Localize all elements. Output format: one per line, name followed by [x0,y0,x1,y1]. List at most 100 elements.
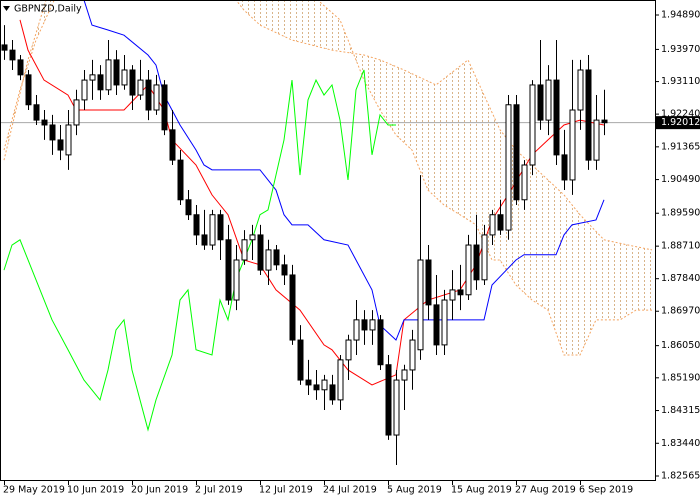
candle-body [561,154,568,181]
candle-body [345,339,352,361]
y-tick-label: 1.86970 [661,306,700,317]
indicator-line [83,1,605,341]
candle-body [217,214,224,241]
candle-body [297,339,304,381]
candle-body [257,234,264,271]
candle-body [233,259,240,301]
candle-body [505,104,512,231]
candle-body [433,304,440,346]
candle-body [305,379,312,386]
x-tick-label: 29 May 2019 [3,485,65,496]
x-tick-label: 2 Jul 2019 [195,485,243,496]
candle-body [449,289,456,301]
candle-body [465,244,472,296]
candle-body [601,119,608,124]
candle-body [553,79,560,156]
candle-body [49,124,56,141]
candle-body [73,99,80,126]
candle-body [153,84,160,111]
y-tick-label: 1.84315 [661,405,700,416]
candle-body [313,384,320,391]
candle-body [1,44,8,51]
y-tick-label: 1.88710 [661,241,700,252]
candle-body [489,214,496,236]
x-tick-label: 6 Sep 2019 [579,485,633,496]
candle-body [441,299,448,346]
candle-body [25,74,32,106]
candle-body [417,259,424,351]
candle-body [41,119,48,126]
indicator-line [19,19,605,386]
candle-body [9,49,16,61]
candle-body [241,239,248,261]
candle-body [529,84,536,166]
price-tag [656,116,700,130]
candle-body [569,109,576,181]
candle-body [289,274,296,341]
y-tick-label: 1.87840 [661,273,700,284]
y-tick-label: 1.93970 [661,44,700,55]
price-tag-label: 1.92012 [661,117,700,128]
candle-body [409,339,416,371]
x-tick-label: 20 Jun 2019 [131,485,188,496]
candle-body [393,379,400,436]
candle-body [169,129,176,161]
candle-body [145,79,152,111]
candle-body [249,234,256,241]
candle-body [457,289,464,296]
y-tick-label: 1.93110 [661,76,700,87]
candle-body [81,79,88,101]
candle-body [385,364,392,436]
candle-body [265,249,272,271]
candle-body [225,239,232,301]
candle-body [113,59,120,86]
y-tick-label: 1.86050 [661,340,700,351]
x-tick-label: 24 Jul 2019 [323,485,377,496]
candle-body [57,139,64,151]
candle-body [593,119,600,161]
candle-body [281,264,288,276]
y-tick-label: 1.92240 [661,109,700,120]
symbol-icon [3,6,10,11]
candle-body [137,79,144,96]
plot-area [1,1,655,465]
candle-body [105,59,112,91]
candle-body [161,84,168,131]
y-tick-label: 1.85190 [661,372,700,383]
candle-body [361,319,368,331]
candle-body [353,319,360,341]
chart-title: GBPNZD,Daily [14,4,82,15]
x-tick-label: 5 Aug 2019 [387,485,442,496]
y-tick-label: 1.83440 [661,438,700,449]
candle-body [177,159,184,201]
indicator-line [3,69,396,432]
candle-body [129,69,136,96]
candle-body [121,69,128,86]
candle-body [273,249,280,266]
candle-body [321,379,328,391]
candle-body [401,369,408,381]
candle-body [497,214,504,231]
candle-body [201,234,208,246]
y-tick-label: 1.91365 [661,141,700,152]
y-tick-label: 1.90490 [661,174,700,185]
cloud-span [3,1,653,251]
candle-body [65,124,72,156]
x-tick-label: 12 Jul 2019 [259,485,313,496]
candle-body [97,74,104,91]
candle-body [537,84,544,121]
candle-body [193,214,200,236]
candle-body [337,359,344,401]
candle-body [89,74,96,81]
x-tick-label: 15 Aug 2019 [451,485,512,496]
candle-body [17,59,24,76]
candle-body [513,104,520,201]
candle-body [377,319,384,366]
y-tick-label: 1.94890 [661,9,700,20]
y-tick-label: 1.82565 [661,470,700,481]
candle-body [425,259,432,306]
candle-body [481,234,488,281]
candle-body [33,104,40,121]
candle-body [329,384,336,401]
